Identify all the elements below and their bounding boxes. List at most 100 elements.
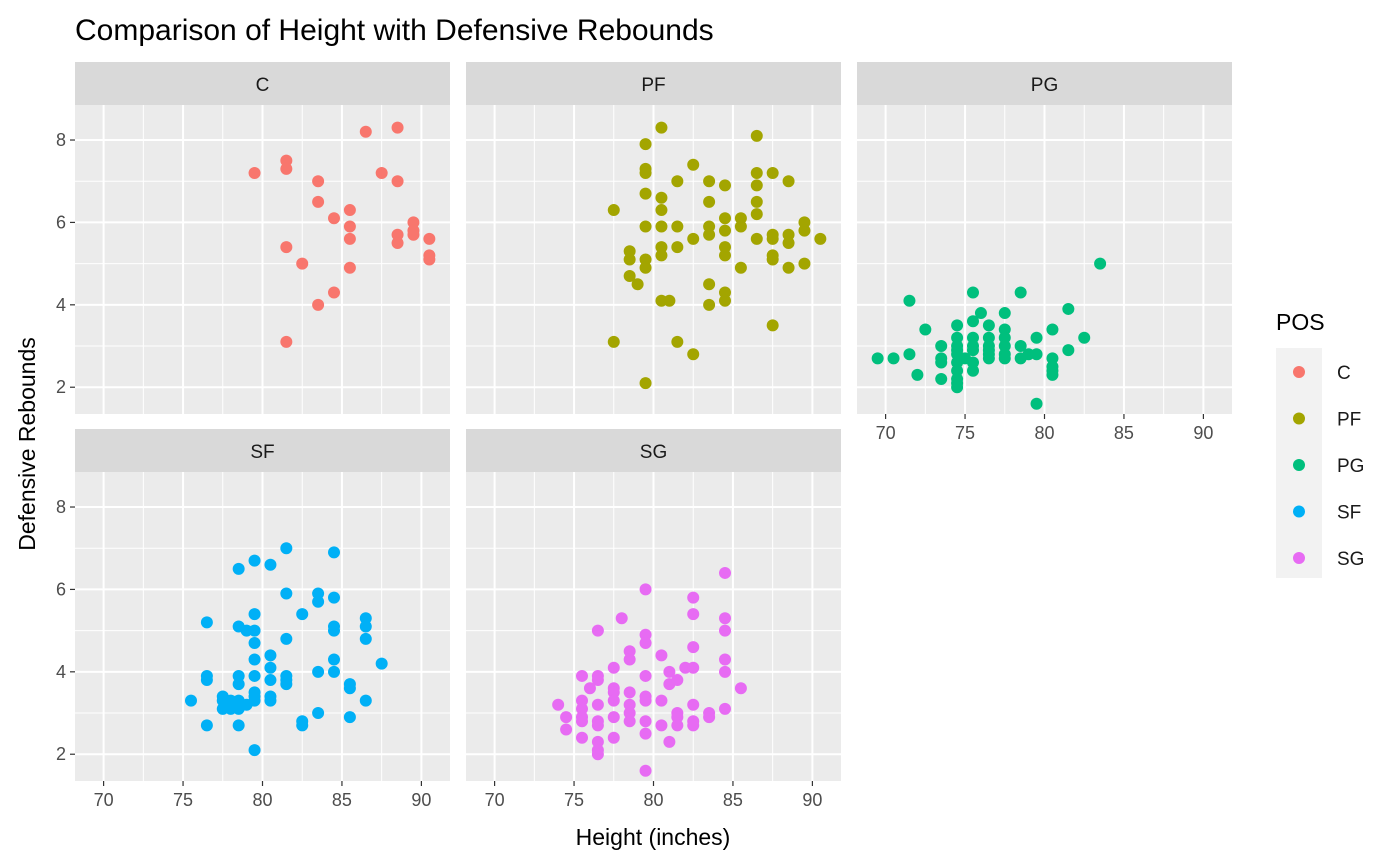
data-point-sf <box>343 682 356 695</box>
facet-label-pf: PF <box>641 75 665 96</box>
data-point-sf <box>328 653 341 666</box>
data-point-pg <box>1030 397 1043 410</box>
data-point-c <box>375 166 388 179</box>
data-point-pg <box>951 319 964 332</box>
data-point-pf <box>639 220 652 233</box>
data-point-sg <box>615 612 628 625</box>
data-point-pf <box>623 253 636 266</box>
facet-label-sf: SF <box>250 442 274 463</box>
legend-key-c <box>1293 366 1305 378</box>
data-point-pg <box>998 323 1011 336</box>
data-point-sf <box>280 542 293 555</box>
data-point-pf <box>703 278 716 291</box>
x-tick-label: 75 <box>564 790 584 810</box>
data-point-pf <box>639 253 652 266</box>
data-point-pg <box>935 340 948 353</box>
data-point-sf <box>248 624 261 637</box>
data-point-sg <box>639 715 652 728</box>
data-point-pg <box>887 352 900 365</box>
y-tick-label: 4 <box>56 295 66 315</box>
data-point-c <box>296 257 309 270</box>
data-point-sg <box>639 669 652 682</box>
legend-label-sg: SG <box>1337 549 1364 570</box>
x-tick-label: 90 <box>411 790 431 810</box>
data-point-pf <box>782 228 795 241</box>
data-point-pf <box>639 261 652 274</box>
data-point-pf <box>623 269 636 282</box>
data-point-pg <box>911 368 924 381</box>
data-point-pf <box>734 212 747 225</box>
data-point-pf <box>750 232 763 245</box>
x-tick-label: 70 <box>485 790 505 810</box>
legend-label-c: C <box>1337 363 1351 384</box>
data-point-pg <box>966 315 979 328</box>
x-tick-label: 70 <box>94 790 114 810</box>
data-point-pf <box>798 224 811 237</box>
data-point-sf <box>296 719 309 732</box>
data-point-sg <box>655 694 668 707</box>
data-point-sf <box>200 719 213 732</box>
data-point-pf <box>703 298 716 311</box>
data-point-pg <box>1078 331 1091 344</box>
data-point-pf <box>734 220 747 233</box>
data-point-pf <box>750 166 763 179</box>
data-point-c <box>343 204 356 217</box>
data-point-pg <box>1046 323 1059 336</box>
facet-strip-c <box>75 62 450 105</box>
data-point-pf <box>655 191 668 204</box>
data-point-sg <box>719 612 732 625</box>
x-tick-label: 80 <box>643 790 663 810</box>
data-point-sf <box>248 554 261 567</box>
data-point-sg <box>655 719 668 732</box>
data-point-pf <box>703 228 716 241</box>
data-point-c <box>343 220 356 233</box>
facet-strip-sg <box>466 429 841 472</box>
data-point-pf <box>782 237 795 250</box>
data-point-sg <box>575 669 588 682</box>
data-point-pf <box>719 286 732 299</box>
data-point-pf <box>798 257 811 270</box>
data-point-sf <box>232 678 245 691</box>
y-tick-label: 6 <box>56 212 66 232</box>
data-point-pf <box>639 187 652 200</box>
data-point-sg <box>687 608 700 621</box>
data-point-c <box>423 232 436 245</box>
legend-label-pg: PG <box>1337 456 1364 477</box>
y-tick-label: 2 <box>56 377 66 397</box>
legend-key-pf <box>1293 412 1305 425</box>
legend-key-sg <box>1293 552 1305 564</box>
data-point-sf <box>200 616 213 629</box>
data-point-pg <box>966 344 979 357</box>
data-point-pg <box>1046 368 1059 381</box>
data-point-c <box>328 286 341 299</box>
data-point-sg <box>663 665 676 678</box>
data-point-pf <box>607 204 620 217</box>
data-point-pg <box>982 331 995 344</box>
data-point-sg <box>655 649 668 662</box>
data-point-c <box>359 125 372 138</box>
data-point-pg <box>1046 352 1059 365</box>
facet-label-pg: PG <box>1031 75 1058 96</box>
data-point-sf <box>375 657 388 670</box>
x-tick-label: 90 <box>802 790 822 810</box>
data-point-c <box>343 261 356 274</box>
data-point-sf <box>359 632 372 645</box>
data-point-c <box>391 228 404 241</box>
data-point-pf <box>719 249 732 262</box>
data-point-pf <box>766 319 779 332</box>
data-point-pg <box>1014 286 1027 299</box>
data-point-sg <box>687 591 700 604</box>
data-point-c <box>280 162 293 175</box>
x-tick-label: 75 <box>955 423 975 443</box>
data-point-sf <box>248 608 261 621</box>
facet-label-c: C <box>256 75 270 96</box>
data-point-pf <box>663 294 676 307</box>
data-point-sf <box>280 678 293 691</box>
data-point-pg <box>935 372 948 385</box>
facet-panels: C 2 4 6 8 PF PG 70 75 80 85 90 SF 2 4 6 8 70 75 80 85 90 SG 70 7… <box>56 62 1232 810</box>
data-point-pg <box>1014 340 1027 353</box>
facet-label-sg: SG <box>640 442 667 463</box>
data-point-sg <box>687 641 700 654</box>
x-tick-label: 80 <box>252 790 272 810</box>
